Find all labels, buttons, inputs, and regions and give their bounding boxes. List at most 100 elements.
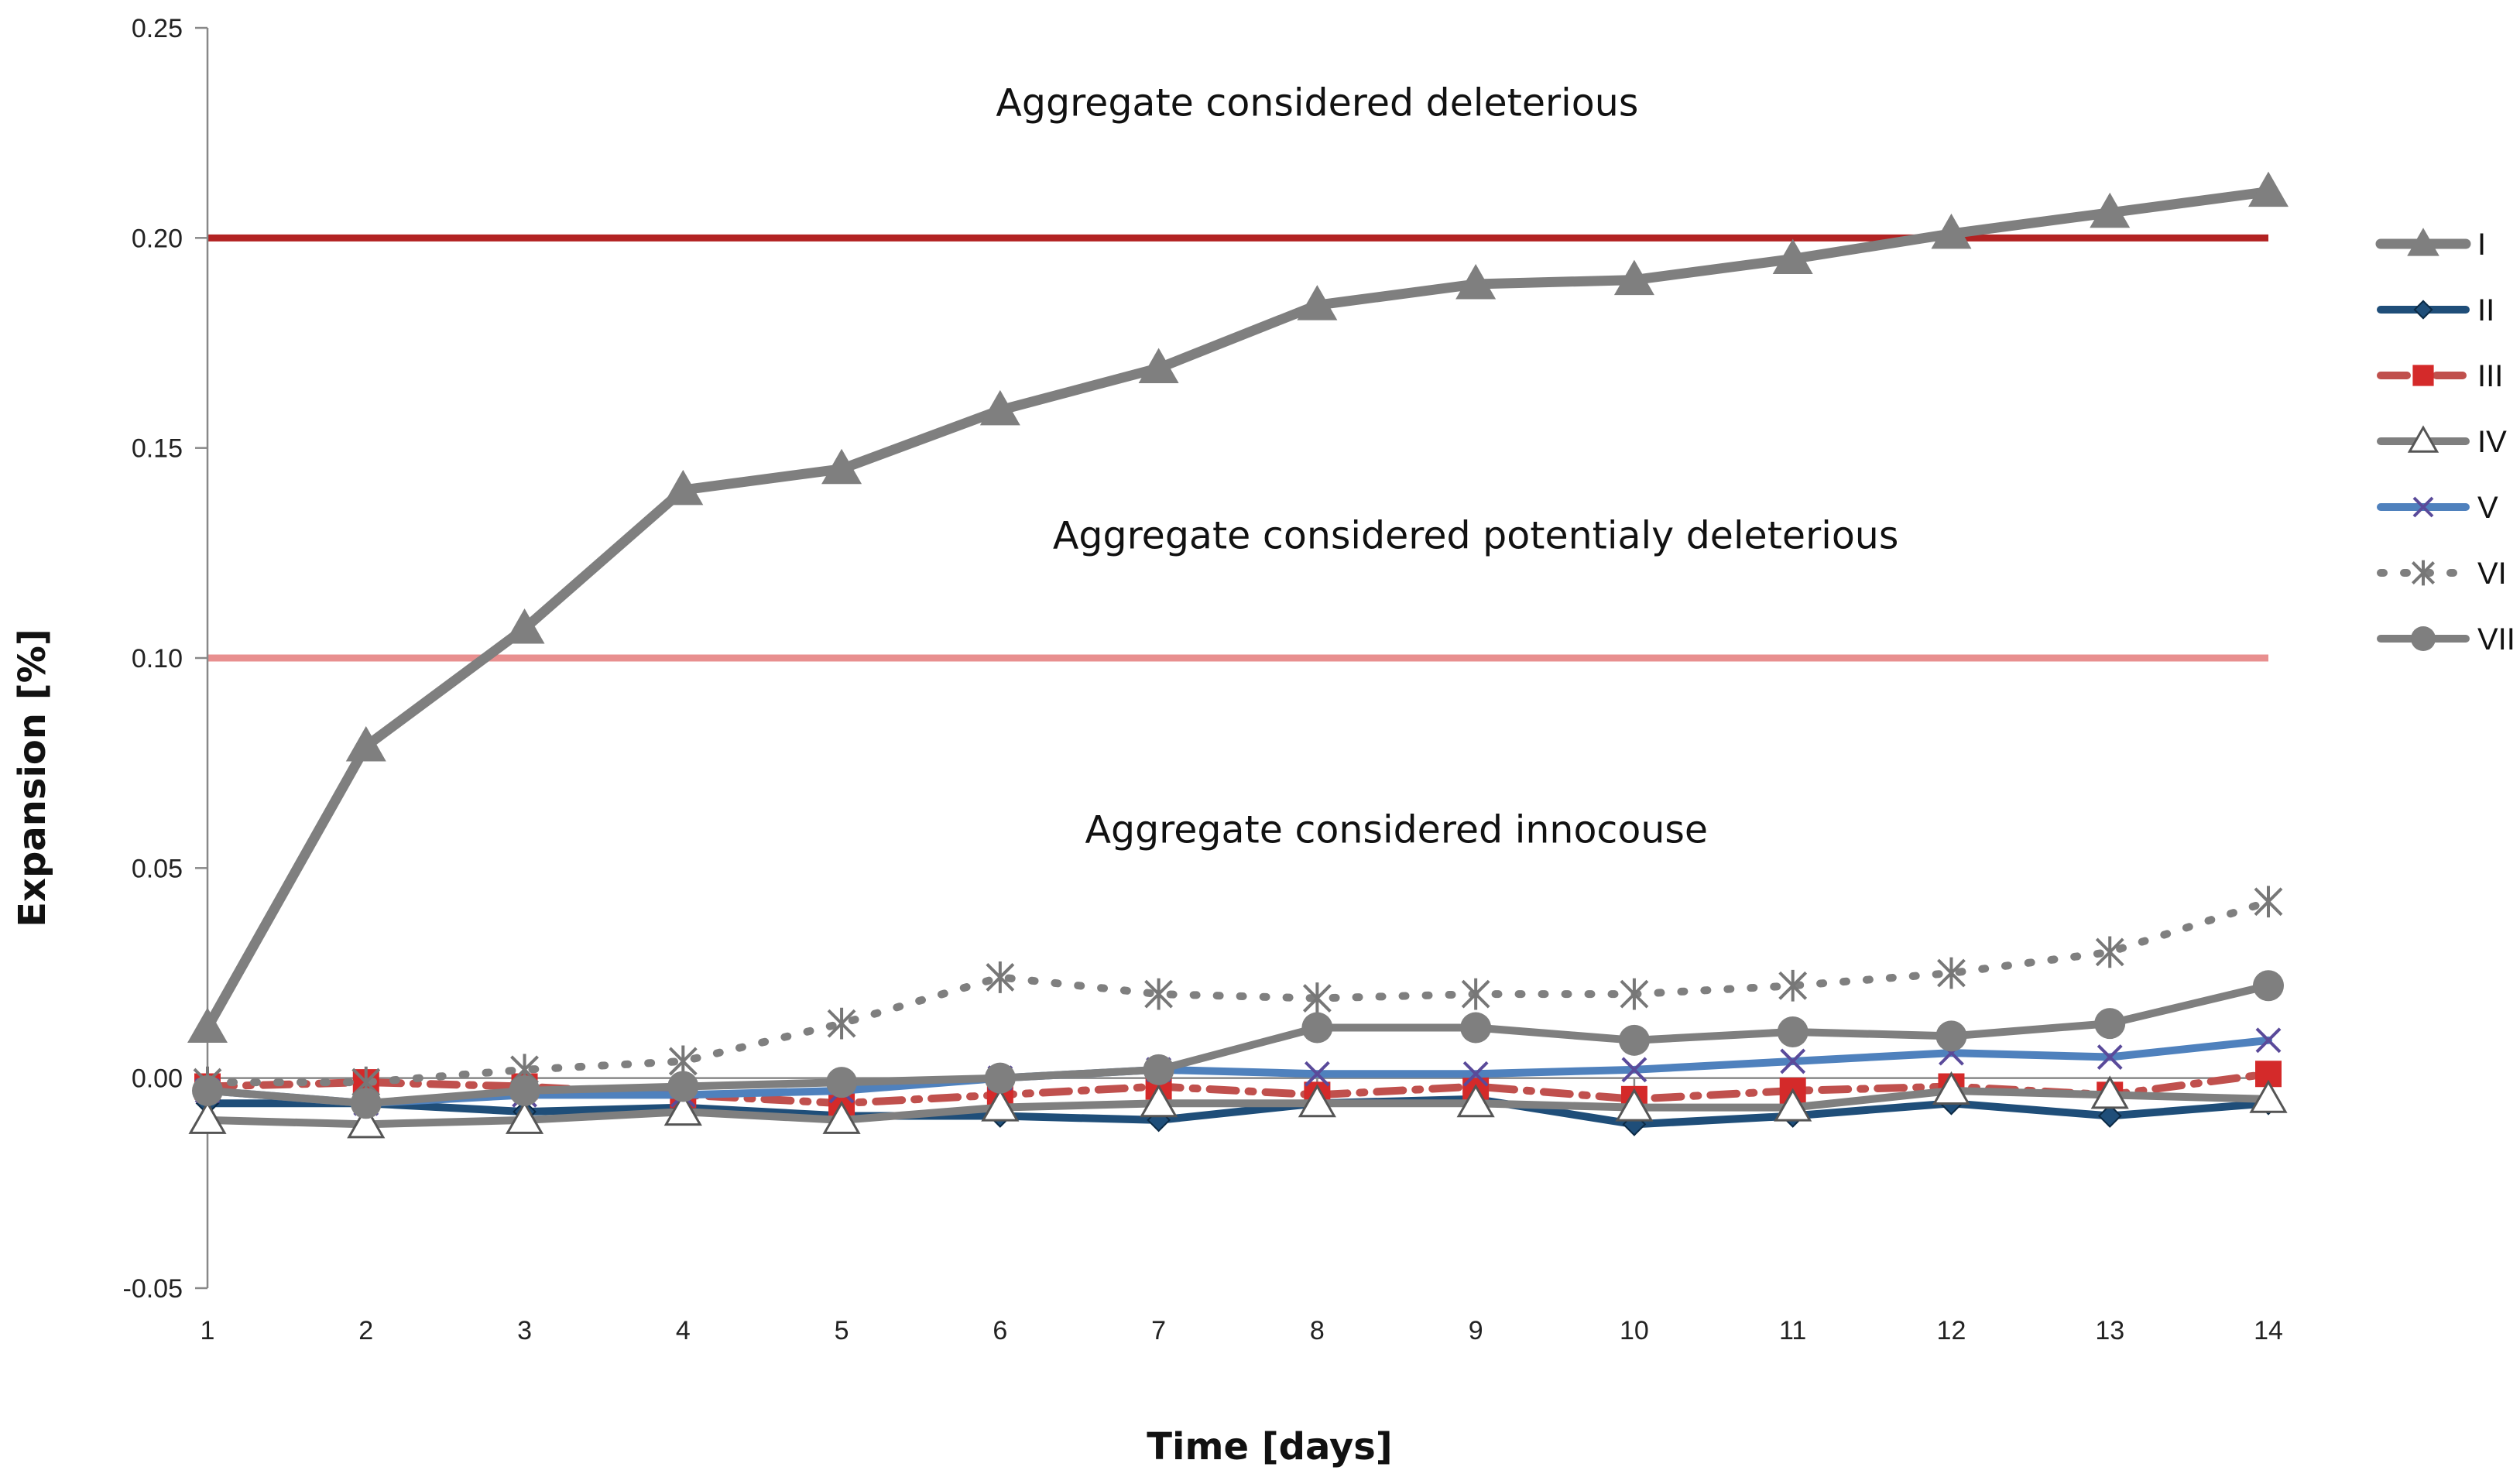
data-point — [188, 1100, 227, 1134]
data-point — [1935, 1020, 1967, 1052]
data-point — [1613, 259, 1654, 296]
data-point — [1462, 1061, 1489, 1087]
legend-label: I — [2477, 228, 2486, 262]
data-point — [2094, 1008, 2126, 1040]
y-tick-label: 0.15 — [132, 434, 183, 464]
x-tick-label: 5 — [835, 1316, 849, 1345]
y-tick-label: -0.05 — [123, 1274, 183, 1304]
data-point — [187, 1007, 228, 1044]
data-point — [1937, 957, 1966, 989]
data-point — [505, 1100, 544, 1134]
data-point — [663, 1092, 702, 1126]
legend-label: VI — [2477, 557, 2507, 591]
data-point — [509, 1074, 540, 1106]
x-tick-label: 2 — [358, 1316, 373, 1345]
data-point — [1456, 1084, 1495, 1118]
legend-label: III — [2477, 359, 2503, 393]
y-axis-title: Expansion [%] — [11, 629, 54, 927]
data-point — [2249, 1079, 2288, 1113]
data-point — [1301, 1012, 1333, 1044]
data-point — [1618, 1024, 1650, 1056]
data-point — [2254, 886, 2283, 918]
data-point — [1461, 978, 1490, 1010]
data-point — [981, 1088, 1020, 1122]
data-point — [2097, 1104, 2122, 1128]
region-annotation: Aggregate considered potentialy deleteri… — [1053, 514, 1899, 558]
x-tick-label: 6 — [993, 1316, 1007, 1345]
data-point — [1772, 238, 1813, 274]
legend-item-II: II — [2377, 293, 2494, 327]
y-tick-label: 0.10 — [132, 644, 183, 673]
data-point — [1780, 1048, 1806, 1074]
x-tick-label: 11 — [1779, 1316, 1806, 1345]
data-point — [1460, 1012, 1492, 1044]
series-IV — [188, 1071, 2288, 1139]
x-tick-label: 7 — [1151, 1316, 1166, 1345]
data-point — [2412, 365, 2434, 386]
data-point — [2090, 1075, 2129, 1109]
series-VII — [192, 970, 2284, 1119]
data-point — [2253, 970, 2284, 1002]
data-point — [986, 961, 1015, 993]
data-point — [2090, 192, 2131, 228]
legend-item-VI: VI — [2377, 557, 2507, 591]
data-point — [1455, 264, 1497, 300]
data-point — [504, 608, 545, 644]
x-tick-label: 12 — [1937, 1316, 1966, 1345]
series-VI — [193, 886, 2283, 1098]
threshold-lines — [207, 234, 2268, 662]
legend-label: V — [2477, 491, 2498, 525]
series-line-VI — [204, 897, 2272, 1087]
legend-item-V: V — [2377, 491, 2498, 525]
legend-item-VII: VII — [2377, 622, 2515, 656]
data-point — [1140, 1084, 1178, 1118]
annotations: Aggregate considered deleterious Aggregat… — [996, 81, 1898, 852]
data-point — [984, 1062, 1016, 1094]
data-point — [1298, 1084, 1336, 1118]
legend-label: II — [2477, 293, 2494, 327]
data-point — [979, 389, 1020, 426]
data-point — [347, 1105, 386, 1139]
region-annotation: Aggregate considered innocouse — [1085, 807, 1708, 852]
legend-label: VII — [2477, 622, 2515, 656]
data-point — [1778, 969, 1808, 1002]
x-tick-label: 1 — [201, 1316, 215, 1345]
data-point — [826, 1067, 858, 1098]
data-point — [1144, 978, 1174, 1010]
data-point — [2411, 626, 2436, 651]
data-point — [2097, 1044, 2123, 1070]
series-group — [187, 171, 2289, 1139]
data-point — [2095, 936, 2124, 968]
data-point — [1615, 1088, 1654, 1122]
series-line-VII — [204, 982, 2272, 1108]
series-I — [187, 171, 2289, 1044]
series-line-V — [204, 1036, 2272, 1108]
region-annotation: Aggregate considered deleterious — [996, 81, 1638, 125]
x-tick-label: 10 — [1620, 1316, 1649, 1345]
data-point — [822, 1100, 861, 1134]
data-point — [2411, 560, 2436, 586]
legend-item-III: III — [2377, 359, 2503, 393]
series-line-I — [202, 187, 2274, 1033]
x-tick-label: 13 — [2095, 1316, 2124, 1345]
data-point — [1621, 1057, 1647, 1083]
x-tick-label: 9 — [1469, 1316, 1483, 1345]
data-point — [1138, 348, 1179, 384]
data-point — [1931, 213, 1972, 249]
y-tick-label: 0.00 — [132, 1064, 183, 1094]
data-point — [350, 1088, 382, 1119]
y-tick-label: 0.05 — [132, 854, 183, 883]
data-point — [2413, 300, 2433, 320]
y-tick-label: 0.20 — [132, 224, 183, 253]
x-tick-label: 14 — [2254, 1316, 2283, 1345]
y-tick-label: 0.25 — [132, 14, 183, 43]
axes: -0.050.000.050.100.150.200.251 2 3 4 5 6 7 8 9 10… — [123, 14, 2283, 1345]
x-tick-label: 3 — [517, 1316, 532, 1345]
legend-item-IV: IV — [2377, 425, 2507, 459]
x-axis-title: Time [days] — [1147, 1425, 1392, 1469]
data-point — [2407, 228, 2439, 256]
data-point — [345, 725, 386, 762]
